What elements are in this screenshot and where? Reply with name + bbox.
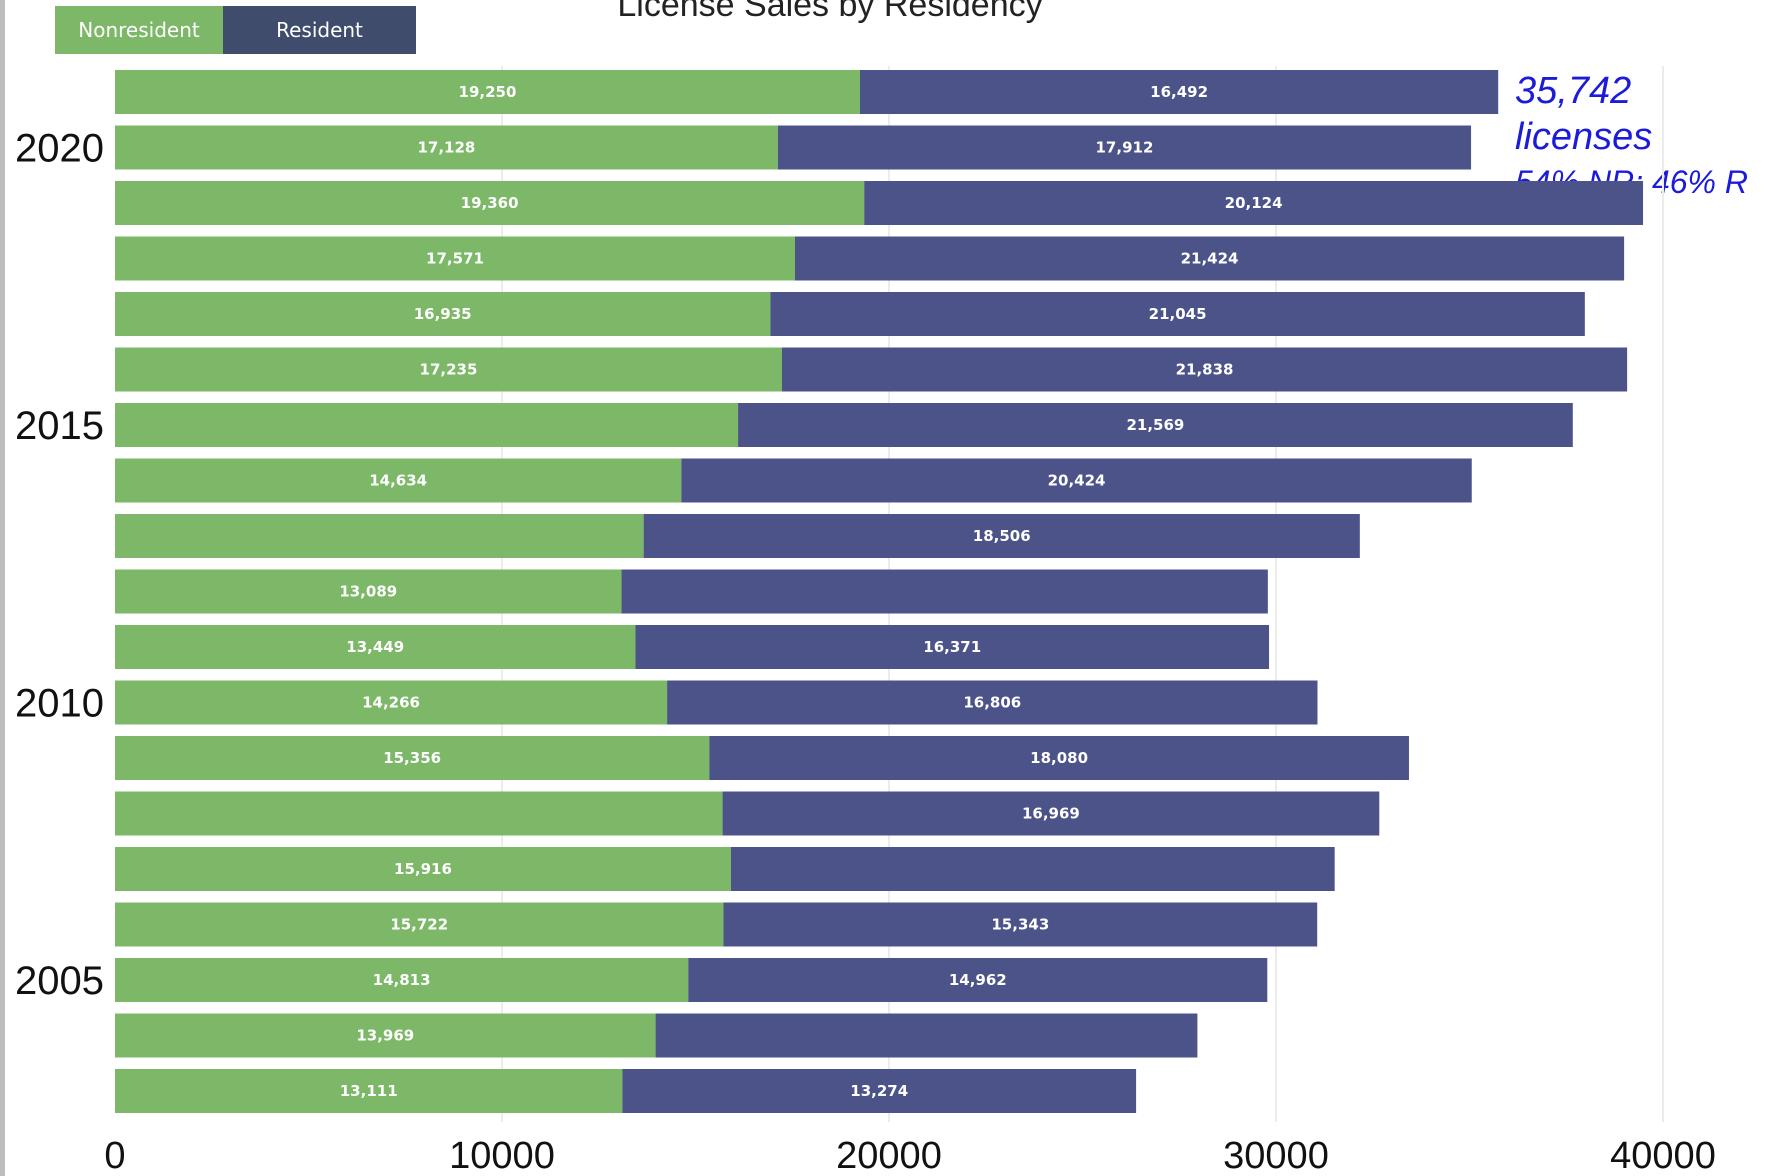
chart-legend: Nonresident Resident: [55, 6, 416, 54]
bar-resident: [770, 292, 1585, 336]
bar-resident: [688, 958, 1268, 1002]
bar-resident: [730, 847, 1335, 891]
data-label-nonresident: 14,813: [373, 971, 431, 989]
bar-nonresident: [115, 625, 636, 669]
data-label-resident: 20,424: [1048, 472, 1106, 490]
data-label-resident: 16,371: [923, 638, 981, 656]
bar-nonresident: [115, 569, 622, 614]
data-label-nonresident: 17,571: [426, 250, 484, 268]
y-tick-label: 2020: [15, 127, 104, 171]
bar-resident: [709, 736, 1409, 780]
data-label-resident: 21,838: [1176, 361, 1234, 379]
data-label-nonresident: 19,250: [459, 83, 517, 101]
bar-nonresident: [115, 125, 778, 170]
bar-nonresident: [115, 680, 668, 725]
bar-resident: [781, 347, 1628, 392]
bar-resident: [794, 236, 1625, 281]
annotation-total-licenses: 35,742 licenses: [1515, 70, 1653, 158]
data-label-resident: 14,962: [949, 971, 1007, 989]
bar-nonresident: [115, 403, 739, 447]
chart-title: License Sales by Residency: [617, 0, 1043, 24]
bar-resident: [864, 181, 1644, 225]
left-border: [0, 0, 5, 1176]
bar-resident: [621, 569, 1268, 614]
bar-resident: [635, 625, 1270, 669]
data-label-nonresident: 14,634: [369, 472, 427, 490]
bar-resident: [622, 1069, 1137, 1113]
y-tick-label: 2010: [15, 682, 104, 726]
data-label-nonresident: 15,916: [394, 860, 452, 878]
x-tick-label: 40000: [1610, 1135, 1716, 1176]
data-label-resident: 18,506: [973, 527, 1031, 545]
data-label-nonresident: 13,969: [356, 1027, 414, 1045]
data-label-resident: 16,969: [1022, 805, 1080, 823]
bar-resident: [655, 1013, 1198, 1058]
data-label-nonresident: 15,356: [383, 749, 441, 767]
bar-nonresident: [115, 736, 710, 780]
data-label-nonresident: 14,266: [362, 694, 420, 712]
data-label-resident: 16,492: [1150, 83, 1208, 101]
data-label-nonresident: 15,722: [390, 916, 448, 934]
data-label-nonresident: 16,935: [414, 305, 472, 323]
bar-nonresident: [115, 181, 865, 225]
data-label-resident: 21,045: [1149, 305, 1207, 323]
data-label-resident: 21,569: [1126, 416, 1184, 434]
bar-nonresident: [115, 70, 860, 114]
bar-nonresident: [115, 236, 795, 281]
data-label-resident: 15,343: [991, 916, 1049, 934]
x-tick-label: 0: [104, 1135, 125, 1176]
bar-nonresident: [115, 1013, 656, 1058]
bar-resident: [859, 70, 1499, 114]
x-tick-label: 10000: [449, 1135, 555, 1176]
data-label-nonresident: 13,449: [346, 638, 404, 656]
bar-nonresident: [115, 902, 724, 947]
data-label-nonresident: 13,089: [339, 583, 397, 601]
x-tick-label: 30000: [1223, 1135, 1329, 1176]
data-label-resident: 18,080: [1030, 749, 1088, 767]
legend-item-resident: Resident: [223, 6, 416, 54]
data-label-resident: 20,124: [1225, 194, 1283, 212]
data-label-resident: 17,912: [1096, 139, 1154, 157]
data-label-resident: 21,424: [1181, 250, 1239, 268]
data-label-nonresident: 19,360: [461, 194, 519, 212]
data-label-nonresident: 13,111: [340, 1082, 398, 1100]
y-tick-label: 2015: [15, 404, 104, 448]
data-label-nonresident: 17,128: [417, 139, 475, 157]
bar-resident: [723, 902, 1318, 947]
bar-resident: [777, 125, 1472, 170]
bar-nonresident: [115, 458, 682, 503]
y-tick-label: 2005: [15, 959, 104, 1003]
bar-resident: [643, 514, 1360, 558]
bar-nonresident: [115, 958, 689, 1002]
x-tick-label: 20000: [836, 1135, 942, 1176]
bar-resident: [738, 403, 1573, 447]
data-label-resident: 16,806: [963, 694, 1021, 712]
bar-nonresident: [115, 514, 644, 558]
bar-nonresident: [115, 847, 731, 891]
data-label-nonresident: 17,235: [420, 361, 478, 379]
bar-nonresident: [115, 791, 723, 836]
bar-nonresident: [115, 347, 782, 392]
bar-nonresident: [115, 1069, 623, 1113]
bar-resident: [667, 680, 1318, 725]
bar-resident: [722, 791, 1380, 836]
data-label-resident: 13,274: [850, 1082, 908, 1100]
bar-resident: [681, 458, 1472, 503]
legend-item-nonresident: Nonresident: [55, 6, 223, 54]
bar-nonresident: [115, 292, 771, 336]
